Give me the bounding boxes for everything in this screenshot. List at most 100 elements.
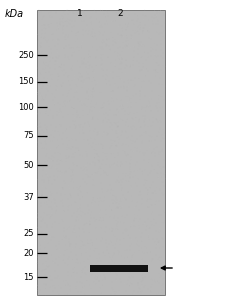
Point [54,125,58,130]
Point [58,169,62,174]
Point [74,82,78,87]
Point [44,60,48,65]
Point [101,41,104,46]
Point [115,292,118,297]
Point [56,115,59,120]
Point [138,190,142,195]
Point [55,84,59,89]
Point [38,236,41,241]
Point [97,34,101,39]
Point [57,21,61,26]
Point [144,180,148,185]
Point [105,130,109,135]
Point [94,225,97,230]
Point [54,243,58,248]
Point [162,184,166,189]
Point [119,160,123,165]
Point [130,141,134,146]
Point [112,215,116,220]
Point [83,185,87,189]
Point [53,220,57,224]
Point [148,231,152,235]
Point [86,175,90,180]
Point [159,242,162,247]
Point [111,201,115,206]
Point [120,57,124,62]
Point [45,270,49,275]
Point [74,233,77,238]
Point [70,45,73,50]
Point [71,168,74,173]
Point [121,192,125,197]
Point [36,177,40,182]
Point [81,125,84,130]
Point [94,148,98,153]
Point [71,172,75,177]
Point [158,198,162,203]
Point [119,147,123,152]
Point [137,44,140,49]
Point [59,143,63,148]
Point [100,80,104,84]
Point [38,118,41,123]
Point [55,275,59,280]
Point [112,85,116,90]
Point [94,56,97,60]
Point [122,75,126,80]
Point [43,241,47,246]
Point [129,33,133,37]
Point [66,257,70,262]
Point [137,61,141,66]
Point [135,127,138,132]
Point [88,110,91,115]
Point [37,38,40,43]
Point [122,269,126,274]
Point [150,190,154,195]
Point [88,66,91,71]
Point [102,168,105,173]
Point [114,130,117,135]
Point [105,245,109,250]
Point [72,24,76,29]
Point [124,142,128,147]
Point [70,255,74,260]
Point [142,239,146,243]
Point [92,172,95,177]
Point [105,157,109,161]
Point [85,25,88,29]
Point [48,222,52,227]
Point [160,126,163,131]
Point [86,80,89,85]
Point [160,73,163,78]
Point [99,186,102,191]
Point [65,206,69,211]
Point [154,180,157,185]
Point [49,32,52,37]
Point [50,25,54,30]
Point [128,284,132,289]
Point [39,231,43,236]
Point [154,67,157,72]
Point [69,192,72,197]
Point [133,237,137,242]
Point [79,184,82,189]
Point [64,91,68,96]
Point [79,96,83,101]
Point [112,151,115,156]
Point [103,21,107,26]
Point [132,139,135,144]
Point [66,58,70,63]
Point [77,218,80,223]
Point [142,64,146,68]
Point [50,14,54,19]
Point [113,134,117,138]
Point [55,180,58,185]
Point [82,19,86,24]
Point [81,194,84,199]
Point [64,37,68,42]
Point [38,158,42,163]
Point [149,276,153,281]
Point [139,174,142,179]
Point [42,81,45,86]
Point [151,184,155,188]
